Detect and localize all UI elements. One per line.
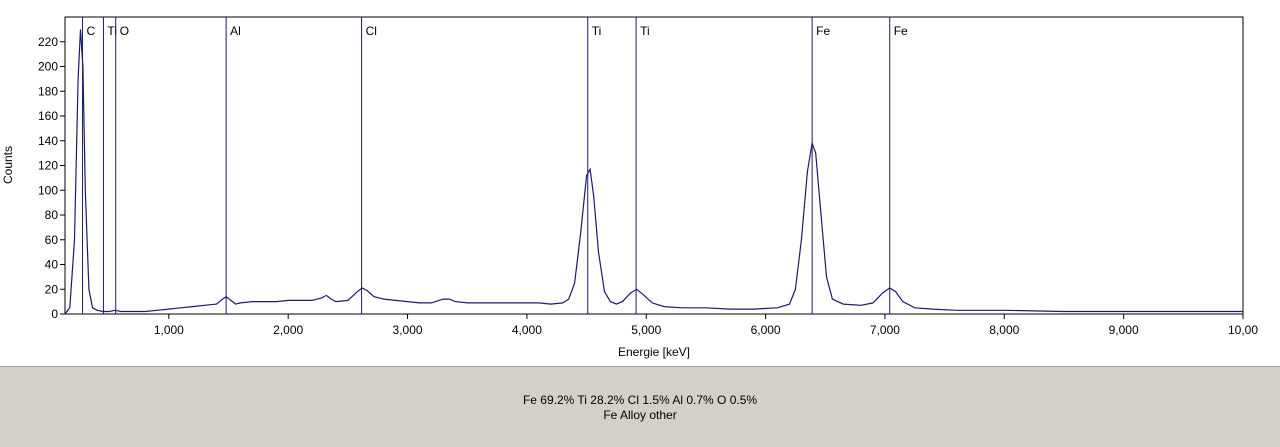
y-tick-label: 180: [38, 84, 58, 98]
element-label: Cl: [366, 24, 377, 38]
element-label: Fe: [894, 24, 908, 38]
element-label: Ti: [107, 24, 117, 38]
x-tick-label: 8,000: [989, 323, 1019, 337]
y-tick-label: 100: [38, 183, 58, 197]
y-axis-label: Counts: [1, 146, 15, 184]
element-label: Fe: [816, 24, 830, 38]
classification: Fe Alloy other: [603, 408, 677, 422]
element-label: Al: [230, 24, 241, 38]
element-label: C: [87, 24, 96, 38]
x-tick-label: 1,000: [154, 323, 184, 337]
y-tick-label: 120: [38, 159, 58, 173]
x-axis-label: Energie [keV]: [618, 345, 690, 359]
x-tick-label: 4,000: [512, 323, 542, 337]
y-tick-label: 200: [38, 60, 58, 74]
x-tick-label: 9,000: [1109, 323, 1139, 337]
y-tick-label: 220: [38, 35, 58, 49]
chart: Counts Energie [keV] 0 20 40 60 80 100 120 140 1…: [1, 16, 1258, 359]
x-tick-label: 6,000: [751, 323, 781, 337]
element-label: Ti: [640, 24, 650, 38]
y-tick-label: 0: [51, 307, 58, 321]
result-panel: Fe 69.2% Ti 28.2% Cl 1.5% Al 0.7% O 0.5%…: [0, 366, 1280, 447]
x-tick-label: 7,000: [870, 323, 900, 337]
y-tick-label: 20: [45, 282, 59, 296]
x-tick-label: 10,00: [1228, 323, 1258, 337]
composition: Fe 69.2% Ti 28.2% Cl 1.5% Al 0.7% O 0.5%: [522, 393, 758, 407]
element-label: O: [120, 24, 129, 38]
spectrum: [64, 29, 1243, 315]
x-tick-label: 3,000: [393, 323, 423, 337]
y-tick-label: 60: [45, 233, 59, 247]
element-label: Ti: [592, 24, 602, 38]
x-tick-label: 2,000: [273, 323, 303, 337]
x-tick-label: 5,000: [631, 323, 661, 337]
y-tick-label: 140: [38, 134, 58, 148]
y-tick-label: 80: [45, 208, 59, 222]
y-tick-label: 40: [45, 258, 59, 272]
plot-frame: [64, 16, 1244, 315]
y-tick-label: 160: [38, 109, 58, 123]
